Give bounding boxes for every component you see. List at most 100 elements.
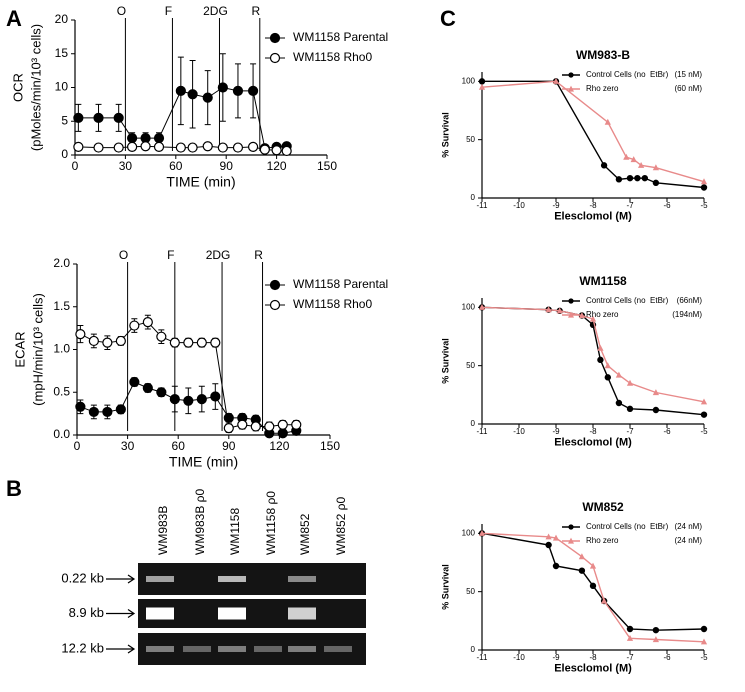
data-point	[478, 78, 486, 85]
gel-strip	[138, 599, 366, 628]
data-point	[545, 541, 552, 549]
data-point	[589, 315, 597, 322]
data-point	[626, 379, 634, 386]
x-tick-label: -11	[477, 427, 489, 436]
event-label: 2DG	[203, 4, 228, 18]
gel-band	[218, 607, 246, 620]
data-point	[142, 317, 153, 328]
data-point	[153, 141, 165, 152]
data-point	[626, 634, 634, 641]
data-point	[187, 89, 198, 100]
x-tick-label: 120	[267, 159, 287, 173]
event-label: F	[165, 4, 172, 18]
data-point	[478, 83, 486, 90]
data-point	[129, 376, 140, 388]
y-tick-label: 20	[55, 12, 69, 26]
data-point	[578, 312, 586, 319]
event-label: R	[254, 248, 263, 262]
data-point	[232, 85, 244, 96]
data-point	[652, 179, 660, 187]
data-point	[652, 626, 660, 634]
data-point	[623, 153, 630, 160]
gel-band	[146, 646, 174, 652]
legend-marker	[568, 85, 574, 92]
y-tick-label: 0	[471, 645, 476, 654]
data-point	[641, 174, 649, 182]
x-tick-label: -5	[700, 201, 708, 210]
gel-band	[218, 576, 246, 582]
gel-band	[146, 607, 174, 620]
legend-marker	[568, 524, 574, 530]
x-tick-label: -10	[513, 201, 525, 210]
data-point	[232, 142, 244, 153]
y-tick-label: 2.0	[53, 256, 70, 270]
y-tick-label: 100	[462, 528, 476, 537]
data-point	[93, 112, 104, 123]
data-point	[183, 337, 194, 348]
data-point	[73, 141, 84, 152]
data-point	[615, 399, 623, 407]
x-axis-label: TIME (min)	[169, 453, 238, 469]
gel-lane-label: WM1158 ρ0	[264, 491, 278, 555]
y-tick-label: 0	[471, 193, 476, 202]
data-point	[202, 92, 213, 103]
data-point	[545, 533, 552, 540]
ic50-label: (66nM)	[677, 296, 703, 305]
gel-band	[146, 576, 174, 582]
data-point	[277, 419, 288, 430]
legend-marker	[269, 299, 281, 311]
data-point	[700, 178, 708, 185]
y-tick-label: 0	[471, 419, 476, 428]
data-point	[102, 406, 113, 418]
x-tick-label: 90	[222, 439, 236, 453]
data-point	[604, 118, 611, 125]
y-axis-label: % Survival	[440, 564, 450, 610]
x-tick-label: -5	[700, 653, 708, 662]
data-point	[600, 597, 608, 604]
ic50-label: (15 nM)	[674, 70, 702, 79]
x-tick-label: -9	[552, 201, 560, 210]
data-point	[271, 145, 282, 156]
data-point	[169, 337, 180, 348]
data-point	[196, 393, 207, 405]
y-tick-label: 0	[61, 147, 68, 161]
data-point	[127, 141, 138, 152]
x-tick-label: 60	[172, 439, 186, 453]
panel-label: C	[440, 6, 456, 31]
legend-label: Rho zero	[586, 310, 619, 319]
x-tick-label: -11	[477, 653, 489, 662]
gel-band	[218, 646, 246, 652]
data-point	[478, 303, 486, 310]
data-point	[652, 406, 660, 414]
gel-band	[254, 646, 282, 652]
legend-label: WM1158 Parental	[293, 30, 388, 44]
y-axis-label: OCR	[10, 73, 25, 102]
y-tick-label: 50	[466, 587, 475, 596]
data-point	[115, 335, 126, 347]
gel-row-label: 0.22 kb	[61, 570, 104, 585]
data-point	[187, 142, 198, 153]
event-label: O	[117, 4, 126, 18]
gel-lane-label: WM1158	[228, 508, 242, 555]
gel-band	[183, 646, 211, 652]
data-point	[153, 133, 165, 144]
x-tick-label: -8	[589, 201, 597, 210]
data-point	[175, 142, 186, 153]
data-point	[113, 112, 124, 123]
data-point	[210, 391, 221, 402]
y-axis-label: % Survival	[440, 338, 450, 384]
y-axis-label: % Survival	[440, 112, 450, 158]
data-point	[142, 382, 153, 394]
legend-label: Rho zero	[586, 536, 619, 545]
data-point	[250, 421, 261, 432]
data-point	[652, 636, 660, 643]
series-line	[481, 80, 705, 183]
legend-label: Control Cells (no EtBr)	[586, 70, 669, 79]
data-point	[202, 141, 213, 152]
data-point	[604, 362, 611, 369]
legend-marker	[568, 537, 574, 544]
data-point	[589, 562, 597, 569]
data-point	[88, 406, 99, 418]
x-tick-label: -7	[626, 653, 634, 662]
